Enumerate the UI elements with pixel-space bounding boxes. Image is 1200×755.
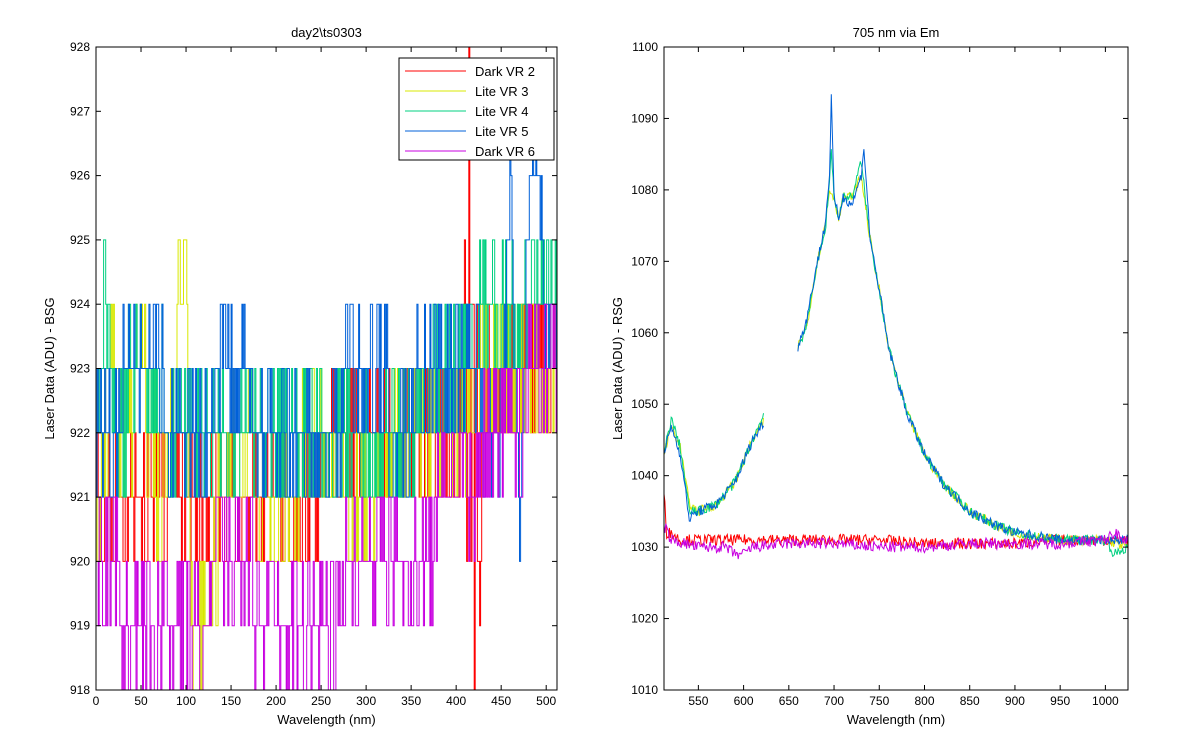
- legend-label-1: Dark VR 2: [475, 64, 535, 79]
- y-tick-label: 1060: [631, 326, 658, 340]
- y-tick-label: 1050: [631, 397, 658, 411]
- y-tick-label: 1070: [631, 254, 658, 268]
- x-tick-label: 600: [734, 694, 754, 708]
- series-group: [96, 47, 557, 690]
- x-tick-label: 850: [960, 694, 980, 708]
- x-tick-label: 950: [1050, 694, 1070, 708]
- y-tick-label: 1030: [631, 540, 658, 554]
- series-line-4: [664, 94, 1128, 547]
- x-tick-label: 800: [914, 694, 934, 708]
- chart-title: day2\ts0303: [291, 25, 362, 40]
- y-tick-label: 923: [70, 362, 90, 376]
- y-tick-label: 1100: [632, 40, 658, 54]
- x-axis-label: Wavelength (nm): [277, 712, 376, 727]
- x-tick-label: 350: [401, 694, 421, 708]
- y-tick-label: 921: [70, 490, 90, 504]
- x-tick-label: 100: [176, 694, 196, 708]
- y-tick-label: 924: [70, 297, 90, 311]
- y-tick-label: 1010: [631, 683, 658, 697]
- legend-label-5: Dark VR 6: [475, 144, 535, 159]
- legend-label-4: Lite VR 5: [475, 124, 528, 139]
- x-tick-label: 150: [221, 694, 241, 708]
- y-tick-label: 1020: [631, 612, 658, 626]
- x-tick-label: 700: [824, 694, 844, 708]
- series-line-2: [664, 175, 1128, 550]
- series-line-3: [664, 149, 1128, 558]
- x-tick-label: 300: [356, 694, 376, 708]
- y-tick-label: 1040: [631, 469, 658, 483]
- x-tick-label: 500: [536, 694, 556, 708]
- x-tick-label: 0: [93, 694, 100, 708]
- chart-title: 705 nm via Em: [853, 25, 940, 40]
- y-axis-label: Laser Data (ADU) - BSG: [42, 297, 57, 439]
- y-axis-label: Laser Data (ADU) - RSG: [610, 297, 625, 440]
- x-tick-label: 900: [1005, 694, 1025, 708]
- axes-frame: [663, 46, 1129, 691]
- x-tick-label: 650: [779, 694, 799, 708]
- y-tick-label: 918: [70, 683, 90, 697]
- series-group: [664, 94, 1128, 560]
- y-tick-label: 922: [70, 426, 90, 440]
- y-tick-label: 928: [70, 40, 90, 54]
- x-tick-label: 550: [688, 694, 708, 708]
- series-line-4: [96, 110, 557, 562]
- x-tick-label: 1000: [1092, 694, 1119, 708]
- x-tick-label: 400: [446, 694, 466, 708]
- x-tick-label: 750: [869, 694, 889, 708]
- x-tick-label: 200: [266, 694, 286, 708]
- series-line-5: [664, 523, 1128, 560]
- y-tick-label: 919: [70, 619, 90, 633]
- x-tick-label: 50: [134, 694, 148, 708]
- y-tick-label: 1080: [631, 183, 658, 197]
- x-tick-label: 450: [491, 694, 511, 708]
- y-tick-label: 925: [70, 233, 90, 247]
- y-tick-label: 920: [70, 554, 90, 568]
- legend-label-2: Lite VR 3: [475, 84, 528, 99]
- left-chart: 0 50 100 150 200 250 300 350 400 450 500 918 919 920 9…: [42, 25, 558, 727]
- legend-box: [398, 57, 555, 161]
- x-tick-label: 250: [311, 694, 331, 708]
- right-chart: 550 600 650 700 750 800 850 900 950 1000 1010 1020 1…: [610, 25, 1129, 727]
- y-tick-label: 926: [70, 169, 90, 183]
- x-axis-label: Wavelength (nm): [847, 712, 946, 727]
- y-tick-label: 1090: [631, 111, 658, 125]
- legend-label-3: Lite VR 4: [475, 104, 528, 119]
- series-line-5: [96, 303, 557, 690]
- y-tick-label: 927: [70, 104, 90, 118]
